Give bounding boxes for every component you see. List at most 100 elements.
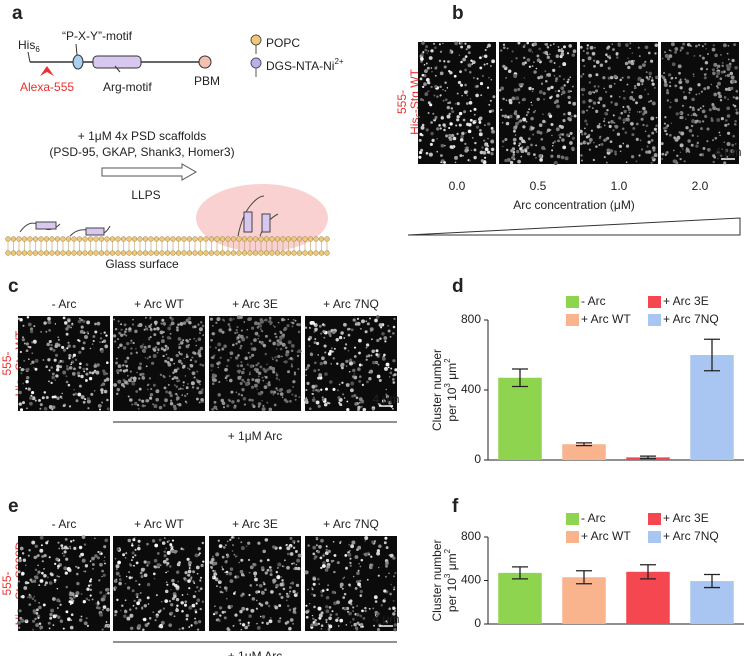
spot xyxy=(386,546,389,549)
spot xyxy=(375,353,378,356)
spot xyxy=(104,379,107,382)
spot xyxy=(666,89,668,91)
spot xyxy=(520,156,522,158)
spot xyxy=(651,162,653,164)
legend-label: - Arc xyxy=(581,294,606,308)
spot xyxy=(94,331,97,334)
spot xyxy=(33,367,34,368)
y-axis-label: per 103 μm2 xyxy=(443,358,459,422)
spot xyxy=(703,147,706,150)
spot xyxy=(84,571,86,573)
spot xyxy=(26,408,28,410)
spot xyxy=(241,330,243,332)
spot xyxy=(252,563,254,565)
spot xyxy=(697,108,699,110)
spot xyxy=(347,553,351,557)
spot xyxy=(229,318,233,322)
spot xyxy=(563,78,565,80)
spot xyxy=(39,626,43,630)
spot xyxy=(479,66,482,69)
spot xyxy=(450,49,452,51)
spot xyxy=(182,548,184,550)
spot xyxy=(194,325,197,328)
spot xyxy=(81,395,85,399)
spot xyxy=(448,134,451,137)
spot xyxy=(63,566,67,570)
spot xyxy=(83,571,84,572)
spot xyxy=(345,567,348,570)
spot xyxy=(394,368,397,371)
spot xyxy=(45,541,48,544)
spot xyxy=(376,339,379,342)
spot xyxy=(490,100,492,102)
spot xyxy=(700,67,703,70)
spot xyxy=(730,87,733,90)
spot xyxy=(556,104,560,108)
spot xyxy=(360,595,362,597)
spot xyxy=(106,399,109,402)
spot xyxy=(177,377,178,378)
spot xyxy=(182,366,185,369)
spot xyxy=(270,569,272,571)
spot xyxy=(320,594,323,597)
spot xyxy=(259,584,263,588)
spot xyxy=(328,333,331,336)
spot xyxy=(646,124,649,127)
spot xyxy=(610,149,614,153)
spot xyxy=(277,355,280,358)
spot xyxy=(320,539,324,543)
spot xyxy=(66,367,69,370)
spot xyxy=(332,331,335,334)
spot xyxy=(549,53,551,55)
spot xyxy=(307,610,310,613)
spot xyxy=(641,83,643,85)
spot xyxy=(18,570,21,573)
lipid xyxy=(138,251,143,256)
spot xyxy=(145,327,148,330)
spot xyxy=(168,384,170,386)
spot xyxy=(691,125,693,127)
spot xyxy=(333,541,335,543)
spot xyxy=(598,144,600,146)
spot xyxy=(192,580,194,582)
spot xyxy=(464,143,466,145)
spot xyxy=(448,127,450,129)
spot xyxy=(532,51,533,52)
spot xyxy=(222,568,224,570)
spot xyxy=(434,46,437,49)
spot xyxy=(466,94,468,96)
spot xyxy=(673,159,677,163)
spot xyxy=(226,375,228,377)
spot xyxy=(637,83,641,87)
spot xyxy=(153,354,157,358)
spot xyxy=(567,52,569,54)
spot xyxy=(71,323,73,325)
spot xyxy=(147,561,150,564)
spot xyxy=(521,139,525,143)
spot xyxy=(170,400,172,402)
spot xyxy=(318,623,320,625)
spot xyxy=(376,362,378,364)
spot xyxy=(230,351,234,355)
spot xyxy=(193,338,195,340)
spot xyxy=(321,624,324,627)
spot xyxy=(312,389,315,392)
spot xyxy=(306,616,309,619)
spot xyxy=(71,362,73,364)
spot xyxy=(101,570,104,573)
spot xyxy=(17,621,21,625)
spot xyxy=(80,375,83,378)
lipid xyxy=(253,237,258,242)
lipid xyxy=(132,251,137,256)
spot xyxy=(350,603,352,605)
spot xyxy=(592,52,596,56)
spot xyxy=(291,563,293,565)
spot xyxy=(256,623,258,625)
spot xyxy=(698,120,701,123)
spot xyxy=(265,335,268,338)
spot xyxy=(73,354,76,357)
spot xyxy=(367,579,369,581)
spot xyxy=(147,583,150,586)
spot xyxy=(392,359,395,362)
spot xyxy=(469,71,472,74)
